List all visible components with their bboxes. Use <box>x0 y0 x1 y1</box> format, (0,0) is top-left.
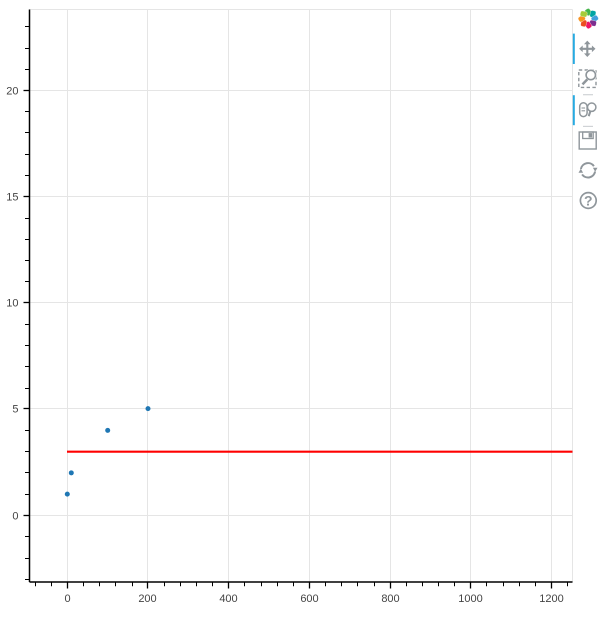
svg-text:200: 200 <box>138 593 156 605</box>
svg-text:15: 15 <box>6 192 18 204</box>
svg-text:400: 400 <box>219 593 237 605</box>
svg-text:20: 20 <box>6 86 18 98</box>
svg-text:800: 800 <box>381 593 399 605</box>
svg-text:0: 0 <box>12 511 18 523</box>
svg-text:?: ? <box>584 193 593 209</box>
svg-text:1200: 1200 <box>539 593 563 605</box>
svg-text:0: 0 <box>64 593 70 605</box>
svg-text:1000: 1000 <box>458 593 482 605</box>
svg-text:600: 600 <box>300 593 318 605</box>
svg-text:5: 5 <box>12 404 18 416</box>
svg-text:10: 10 <box>6 298 18 310</box>
